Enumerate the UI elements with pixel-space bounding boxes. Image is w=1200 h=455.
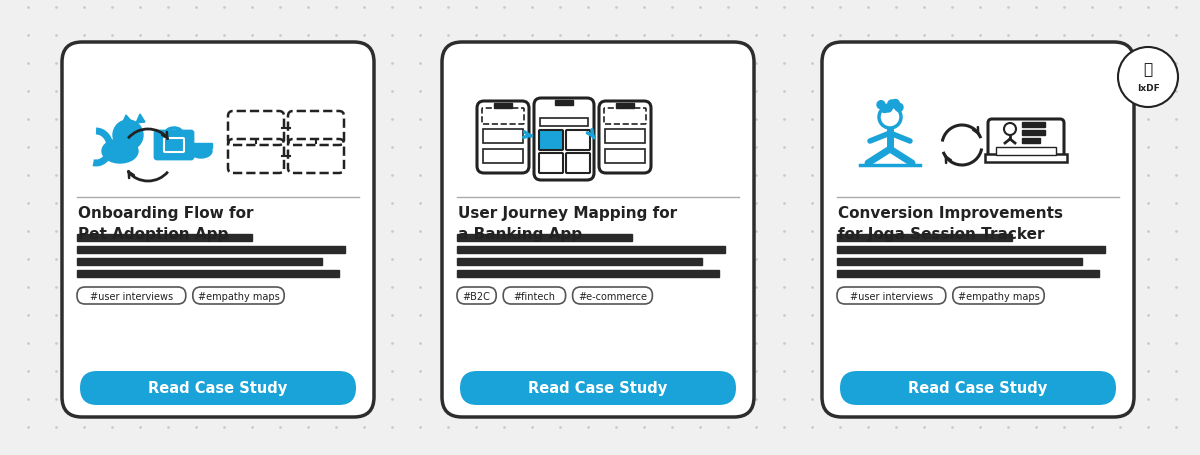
Bar [457, 247, 725, 253]
Bar [77, 258, 323, 265]
FancyBboxPatch shape [478, 102, 529, 174]
Text: IxDF: IxDF [1136, 83, 1159, 92]
Circle shape [892, 100, 900, 108]
Bar [996, 148, 1056, 156]
Ellipse shape [190, 145, 212, 159]
Bar [616, 104, 634, 109]
Text: Onboarding Flow for
Pet Adoption App: Onboarding Flow for Pet Adoption App [78, 206, 253, 242]
Bar [77, 234, 252, 242]
FancyBboxPatch shape [457, 288, 497, 304]
Ellipse shape [102, 140, 138, 164]
FancyBboxPatch shape [539, 131, 563, 151]
FancyBboxPatch shape [164, 139, 184, 153]
Bar [190, 144, 212, 149]
Bar [457, 234, 632, 242]
Bar [77, 270, 340, 278]
Text: #fintech: #fintech [514, 291, 556, 301]
Circle shape [113, 121, 143, 151]
FancyBboxPatch shape [840, 371, 1116, 405]
Text: Conversion Improvements
for Joga Session Tracker: Conversion Improvements for Joga Session… [838, 206, 1063, 242]
Polygon shape [136, 115, 145, 124]
Text: 🌳: 🌳 [1144, 62, 1152, 77]
FancyBboxPatch shape [988, 120, 1064, 160]
Circle shape [877, 101, 886, 110]
FancyBboxPatch shape [566, 154, 590, 174]
Bar [554, 101, 574, 106]
Bar [838, 234, 1012, 242]
Bar [482, 130, 523, 144]
Bar [985, 155, 1067, 162]
FancyBboxPatch shape [193, 288, 284, 304]
FancyBboxPatch shape [503, 288, 565, 304]
FancyBboxPatch shape [155, 131, 193, 160]
FancyBboxPatch shape [572, 288, 653, 304]
FancyBboxPatch shape [77, 288, 186, 304]
Bar [1022, 123, 1045, 128]
Bar [457, 270, 719, 278]
Bar [605, 150, 646, 164]
Bar [494, 104, 512, 109]
Text: User Journey Mapping for
a Banking App: User Journey Mapping for a Banking App [458, 206, 677, 242]
FancyBboxPatch shape [539, 154, 563, 174]
Bar [1022, 131, 1045, 136]
Text: #empathy maps: #empathy maps [198, 291, 280, 301]
Bar [838, 258, 1082, 265]
Circle shape [881, 105, 888, 113]
Circle shape [884, 105, 893, 113]
Circle shape [1118, 48, 1178, 108]
Text: #user interviews: #user interviews [850, 291, 932, 301]
FancyBboxPatch shape [838, 288, 946, 304]
Bar [77, 247, 344, 253]
Circle shape [1004, 124, 1016, 136]
Text: #empathy maps: #empathy maps [958, 291, 1039, 301]
FancyBboxPatch shape [534, 99, 594, 181]
Polygon shape [122, 116, 133, 125]
Circle shape [888, 101, 895, 109]
FancyBboxPatch shape [62, 43, 374, 417]
FancyBboxPatch shape [442, 43, 754, 417]
Text: Read Case Study: Read Case Study [149, 381, 288, 396]
Circle shape [895, 104, 904, 112]
Bar [838, 247, 1105, 253]
Text: Read Case Study: Read Case Study [528, 381, 667, 396]
Text: Read Case Study: Read Case Study [908, 381, 1048, 396]
FancyBboxPatch shape [822, 43, 1134, 417]
Text: #user interviews: #user interviews [90, 291, 173, 301]
Text: #B2C: #B2C [463, 291, 491, 301]
Text: #e-commerce: #e-commerce [578, 291, 647, 301]
FancyBboxPatch shape [953, 288, 1044, 304]
Bar [838, 270, 1099, 278]
Bar [605, 130, 646, 144]
FancyBboxPatch shape [460, 371, 736, 405]
FancyBboxPatch shape [599, 102, 650, 174]
Circle shape [878, 107, 901, 129]
Bar [457, 258, 702, 265]
FancyBboxPatch shape [80, 371, 356, 405]
Bar [482, 150, 523, 164]
Bar [540, 119, 588, 127]
Bar [1022, 139, 1040, 144]
FancyBboxPatch shape [566, 131, 590, 151]
